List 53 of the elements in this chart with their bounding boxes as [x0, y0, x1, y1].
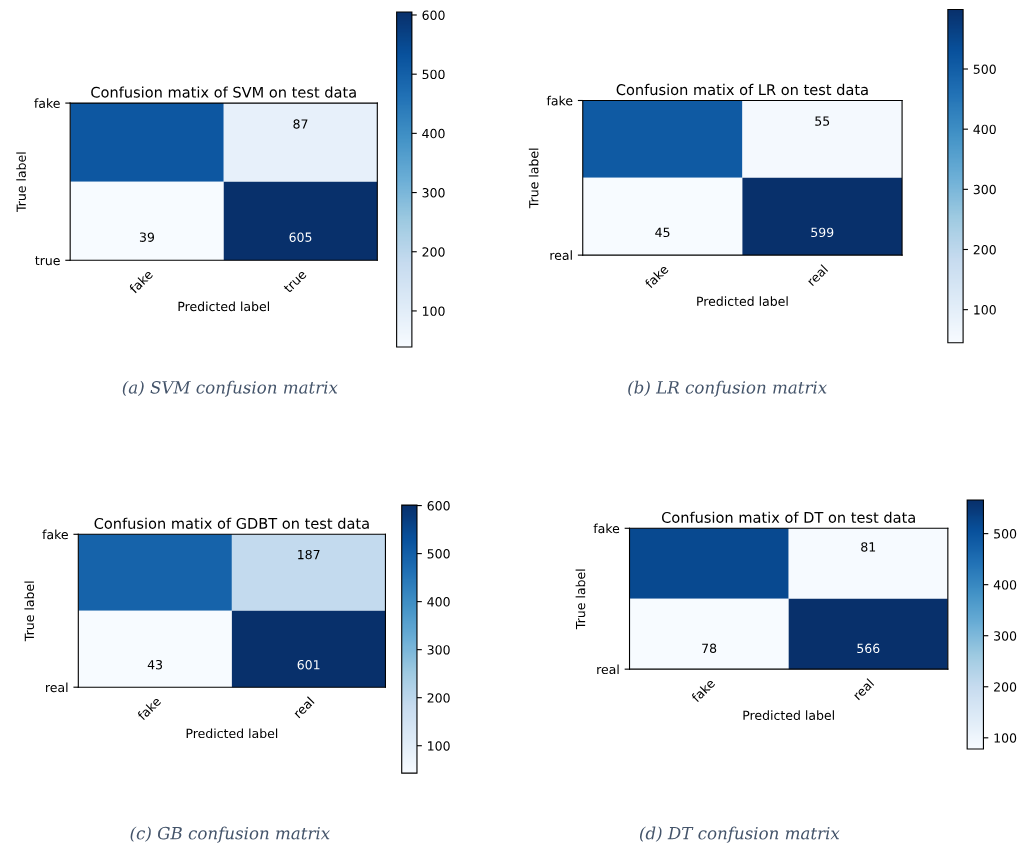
data-label: 605: [289, 232, 312, 242]
color-bar-label: 200: [427, 693, 450, 703]
data-label: 81: [861, 542, 876, 552]
x-tick-label: fake: [644, 263, 669, 289]
text: Confusion matix of LR on test data: [616, 83, 868, 96]
color-bar-label: 500: [994, 529, 1017, 539]
color-bar-label: 400: [427, 597, 450, 607]
color-bar-label: 100: [422, 306, 445, 316]
data-label: 87: [293, 119, 308, 129]
text: (b) LR confusion matrix: [628, 380, 827, 397]
data-label: 55: [815, 116, 830, 126]
color-bar-label: 300: [973, 184, 996, 195]
color-bar-label: 600: [427, 501, 450, 511]
x-axis-title: Predicted label: [743, 710, 834, 721]
y-axis-title: True label: [528, 148, 539, 209]
text: (d) DT confusion matrix: [640, 826, 840, 843]
color-bar-label: 400: [973, 124, 996, 135]
color-bar-label: 200: [994, 682, 1017, 692]
text: Confusion matix of SVM on test data: [91, 86, 356, 98]
y-axis-title: True label: [575, 569, 586, 630]
data-label: 78: [702, 643, 717, 654]
color-bar-label: 500: [427, 549, 450, 559]
color-bar-label: 400: [422, 128, 445, 139]
color-bar-label: 100: [428, 741, 450, 751]
color-bar-label: 500: [973, 64, 996, 74]
color-bar-label: 200: [422, 247, 445, 257]
x-tick-label: fake: [128, 269, 154, 295]
text: (a) SVM confusion matrix: [122, 380, 338, 397]
x-axis-title: Predicted label: [186, 728, 278, 739]
color-bar-label: 200: [973, 244, 996, 255]
data-label: 566: [857, 643, 880, 654]
x-axis-title: Predicted label: [178, 301, 270, 312]
x-tick-label: true: [283, 269, 307, 294]
color-bar-label: 400: [993, 580, 1017, 590]
color-bar-label: 100: [994, 733, 1017, 743]
color-bar-label: 100: [974, 305, 996, 315]
data-label: 39: [139, 232, 155, 242]
text: Confusion matix of DT on test data: [661, 511, 915, 523]
color-bar-label: 500: [422, 69, 445, 80]
color-bar-label: 600: [422, 10, 445, 20]
x-axis-title: Predicted label: [697, 296, 788, 307]
data-label: 45: [655, 227, 670, 238]
color-bar-label: 300: [994, 631, 1017, 641]
data-label: 601: [297, 659, 320, 670]
data-label: 43: [147, 659, 163, 670]
color-bar-label: 300: [422, 188, 445, 198]
text: (c) GB confusion matrix: [130, 826, 330, 843]
text: Confusion matix of GDBT on test data: [94, 517, 369, 529]
y-axis-title: True label: [24, 581, 35, 642]
data-label: 187: [298, 549, 320, 560]
color-bar-label: 300: [427, 645, 450, 655]
data-label: 599: [811, 227, 834, 238]
y-axis-title: True label: [16, 152, 26, 213]
